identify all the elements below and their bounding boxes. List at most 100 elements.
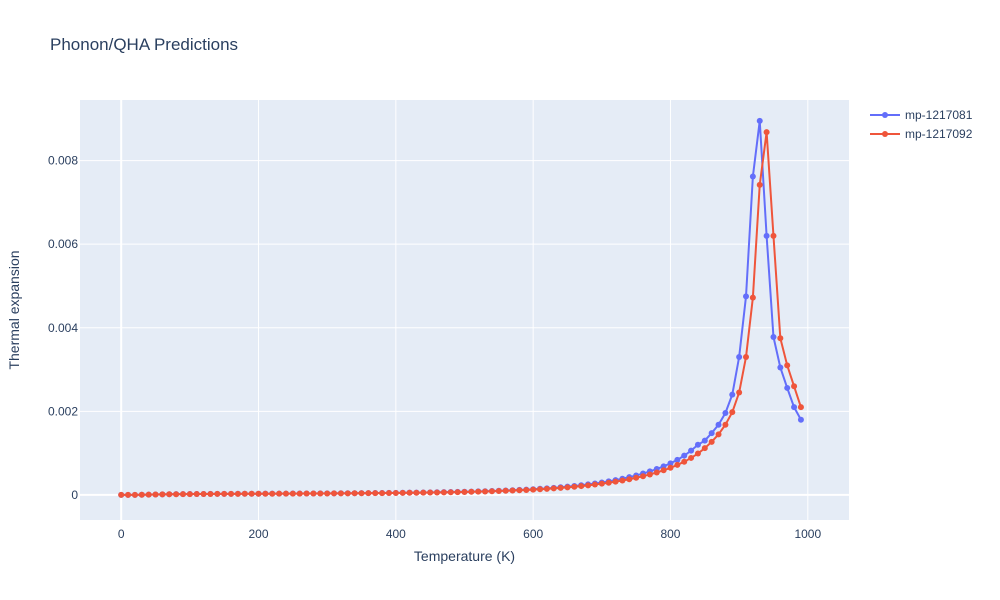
data-point[interactable] <box>351 490 358 497</box>
data-point[interactable] <box>145 491 152 498</box>
data-point[interactable] <box>660 467 667 474</box>
data-point[interactable] <box>296 490 303 497</box>
data-point[interactable] <box>502 487 509 494</box>
data-point[interactable] <box>585 482 592 489</box>
legend-item[interactable]: mp-1217092 <box>870 127 973 141</box>
data-point[interactable] <box>797 404 804 411</box>
data-point[interactable] <box>282 490 289 497</box>
data-point[interactable] <box>173 491 180 498</box>
data-point[interactable] <box>557 484 564 491</box>
data-point[interactable] <box>179 491 186 498</box>
data-point[interactable] <box>406 489 413 496</box>
data-point[interactable] <box>152 491 159 498</box>
data-point[interactable] <box>289 490 296 497</box>
data-point[interactable] <box>626 476 633 483</box>
data-point[interactable] <box>784 384 791 391</box>
data-point[interactable] <box>221 490 228 497</box>
data-point[interactable] <box>200 491 207 498</box>
data-point[interactable] <box>537 486 544 493</box>
data-point[interactable] <box>550 485 557 492</box>
data-point[interactable] <box>701 437 708 444</box>
data-point[interactable] <box>694 450 701 457</box>
data-point[interactable] <box>241 490 248 497</box>
data-point[interactable] <box>186 491 193 498</box>
data-point[interactable] <box>385 490 392 497</box>
data-point[interactable] <box>756 181 763 188</box>
data-point[interactable] <box>784 362 791 369</box>
data-point[interactable] <box>468 488 475 495</box>
data-point[interactable] <box>688 447 695 454</box>
data-point[interactable] <box>303 490 310 497</box>
data-point[interactable] <box>461 488 468 495</box>
data-point[interactable] <box>420 489 427 496</box>
data-point[interactable] <box>440 489 447 496</box>
legend-item[interactable]: mp-1217081 <box>870 108 973 122</box>
data-point[interactable] <box>262 490 269 497</box>
data-point[interactable] <box>688 454 695 461</box>
data-point[interactable] <box>633 474 640 481</box>
data-point[interactable] <box>749 294 756 301</box>
data-point[interactable] <box>578 483 585 490</box>
data-point[interactable] <box>674 456 681 463</box>
data-point[interactable] <box>729 409 736 416</box>
data-point[interactable] <box>591 481 598 488</box>
data-point[interactable] <box>791 383 798 390</box>
data-point[interactable] <box>729 391 736 398</box>
data-point[interactable] <box>131 491 138 498</box>
data-point[interactable] <box>214 490 221 497</box>
data-point[interactable] <box>516 487 523 494</box>
data-point[interactable] <box>640 473 647 480</box>
data-point[interactable] <box>571 483 578 490</box>
data-point[interactable] <box>248 490 255 497</box>
data-point[interactable] <box>791 404 798 411</box>
data-point[interactable] <box>365 490 372 497</box>
data-point[interactable] <box>434 489 441 496</box>
data-point[interactable] <box>722 421 729 428</box>
data-point[interactable] <box>509 487 516 494</box>
data-point[interactable] <box>523 486 530 493</box>
data-point[interactable] <box>207 490 214 497</box>
data-point[interactable] <box>488 488 495 495</box>
data-point[interactable] <box>427 489 434 496</box>
data-point[interactable] <box>125 491 132 498</box>
data-point[interactable] <box>138 491 145 498</box>
data-point[interactable] <box>399 489 406 496</box>
data-point[interactable] <box>646 471 653 478</box>
data-point[interactable] <box>392 489 399 496</box>
data-point[interactable] <box>667 464 674 471</box>
data-point[interactable] <box>234 490 241 497</box>
data-point[interactable] <box>612 478 619 485</box>
data-point[interactable] <box>777 335 784 342</box>
data-point[interactable] <box>619 477 626 484</box>
data-point[interactable] <box>770 232 777 239</box>
data-point[interactable] <box>708 438 715 445</box>
data-point[interactable] <box>475 488 482 495</box>
data-point[interactable] <box>118 491 125 498</box>
data-point[interactable] <box>344 490 351 497</box>
data-point[interactable] <box>763 129 770 136</box>
data-point[interactable] <box>701 445 708 452</box>
data-point[interactable] <box>694 441 701 448</box>
data-point[interactable] <box>358 490 365 497</box>
data-point[interactable] <box>269 490 276 497</box>
data-point[interactable] <box>193 491 200 498</box>
data-point[interactable] <box>708 430 715 437</box>
data-point[interactable] <box>495 488 502 495</box>
data-point[interactable] <box>331 490 338 497</box>
data-point[interactable] <box>763 232 770 239</box>
data-point[interactable] <box>255 490 262 497</box>
data-point[interactable] <box>159 491 166 498</box>
data-point[interactable] <box>743 293 750 300</box>
data-point[interactable] <box>372 490 379 497</box>
data-point[interactable] <box>228 490 235 497</box>
data-point[interactable] <box>681 458 688 465</box>
data-point[interactable] <box>166 491 173 498</box>
data-point[interactable] <box>749 173 756 180</box>
data-point[interactable] <box>667 460 674 467</box>
data-point[interactable] <box>605 479 612 486</box>
data-point[interactable] <box>674 461 681 468</box>
data-point[interactable] <box>482 488 489 495</box>
data-point[interactable] <box>317 490 324 497</box>
data-point[interactable] <box>564 484 571 491</box>
data-point[interactable] <box>736 354 743 361</box>
